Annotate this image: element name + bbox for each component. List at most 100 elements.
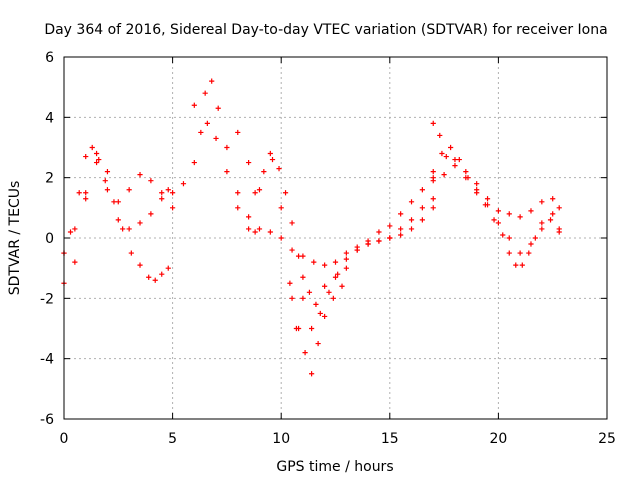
data-point-marker	[513, 262, 519, 268]
data-point-marker	[387, 235, 393, 241]
data-point-marker	[430, 178, 436, 184]
axis-ticks: 0 5 10 15 20 25 -6 -4 -2 0 2 4 6	[40, 50, 616, 447]
data-point-marker	[235, 190, 241, 196]
data-point-marker	[517, 214, 523, 220]
data-point-marker	[235, 205, 241, 211]
series-layer	[61, 78, 562, 377]
grid	[64, 57, 607, 419]
data-point-marker	[315, 340, 321, 347]
data-point-marker	[72, 259, 78, 265]
data-point-marker	[437, 132, 443, 139]
data-point-marker	[452, 156, 458, 163]
data-point-marker	[83, 153, 89, 160]
data-point-marker	[452, 163, 458, 169]
data-point-marker	[313, 301, 319, 307]
data-point-marker	[287, 280, 293, 286]
data-point-marker	[539, 220, 545, 226]
x-tick-label: 5	[168, 431, 177, 447]
data-point-marker	[398, 211, 404, 217]
data-point-marker	[441, 172, 447, 178]
data-point-marker	[289, 295, 295, 301]
data-point-marker	[165, 265, 171, 271]
data-point-marker	[209, 78, 215, 84]
data-point-marker	[83, 196, 89, 202]
data-point-marker	[282, 190, 289, 196]
data-point-marker	[528, 208, 534, 214]
data-point-marker	[443, 153, 449, 160]
data-point-marker	[398, 232, 404, 238]
data-point-marker	[448, 144, 454, 151]
data-point-marker	[83, 190, 89, 196]
data-point-marker	[456, 156, 462, 163]
data-point-marker	[76, 190, 82, 196]
data-series	[289, 283, 345, 377]
data-series	[430, 120, 562, 220]
x-tick-label: 15	[381, 431, 399, 447]
data-point-marker	[191, 102, 197, 108]
y-tick-label: 0	[45, 231, 54, 247]
data-point-marker	[519, 262, 525, 268]
data-point-marker	[96, 156, 102, 163]
data-point-marker	[300, 253, 306, 259]
data-point-marker	[198, 129, 204, 136]
y-tick-label: 6	[45, 50, 54, 66]
data-point-marker	[343, 265, 349, 271]
y-tick-label: 2	[45, 171, 54, 187]
data-point-marker	[495, 220, 501, 226]
data-point-marker	[148, 178, 154, 184]
data-point-marker	[309, 325, 315, 332]
data-point-marker	[339, 283, 345, 289]
data-point-marker	[491, 217, 497, 223]
data-point-marker	[484, 196, 491, 202]
data-point-marker	[246, 159, 252, 166]
data-point-marker	[506, 250, 512, 256]
data-point-marker	[89, 144, 95, 151]
x-tick-label: 0	[60, 431, 69, 447]
data-point-marker	[528, 241, 534, 247]
data-point-marker	[335, 271, 341, 277]
data-point-marker	[506, 211, 512, 217]
data-point-marker	[408, 217, 415, 223]
data-point-marker	[550, 196, 556, 202]
data-point-marker	[126, 226, 132, 232]
data-point-marker	[104, 169, 111, 175]
chart-title: Day 364 of 2016, Sidereal Day-to-day VTE…	[44, 22, 607, 38]
data-point-marker	[170, 190, 176, 196]
y-tick-label: -2	[40, 291, 54, 307]
data-point-marker	[289, 247, 295, 253]
data-point-marker	[256, 187, 263, 193]
data-point-marker	[326, 289, 332, 295]
data-point-marker	[111, 199, 117, 205]
data-point-marker	[93, 159, 100, 166]
data-point-marker	[146, 274, 152, 280]
data-point-marker	[419, 187, 425, 193]
data-point-marker	[419, 205, 425, 211]
data-point-marker	[500, 232, 506, 238]
data-point-marker	[550, 211, 556, 217]
data-point-marker	[261, 169, 267, 175]
data-point-marker	[311, 259, 317, 265]
data-point-marker	[539, 226, 545, 232]
data-point-marker	[128, 250, 134, 256]
data-point-marker	[556, 226, 562, 232]
data-point-marker	[306, 289, 313, 295]
data-point-marker	[278, 205, 284, 211]
data-point-marker	[322, 313, 328, 320]
data-point-marker	[235, 129, 241, 136]
data-point-marker	[170, 205, 176, 211]
data-point-marker	[67, 229, 74, 235]
data-series	[430, 144, 562, 268]
data-point-marker	[322, 262, 328, 268]
data-point-marker	[137, 172, 143, 178]
data-point-marker	[120, 226, 126, 232]
data-point-marker	[115, 199, 121, 205]
data-point-marker	[474, 181, 480, 187]
data-point-marker	[343, 256, 349, 262]
data-series	[61, 144, 171, 283]
data-series	[430, 163, 562, 256]
data-point-marker	[159, 196, 165, 202]
data-point-marker	[317, 310, 323, 317]
data-point-marker	[180, 181, 187, 187]
data-point-marker	[267, 150, 273, 157]
